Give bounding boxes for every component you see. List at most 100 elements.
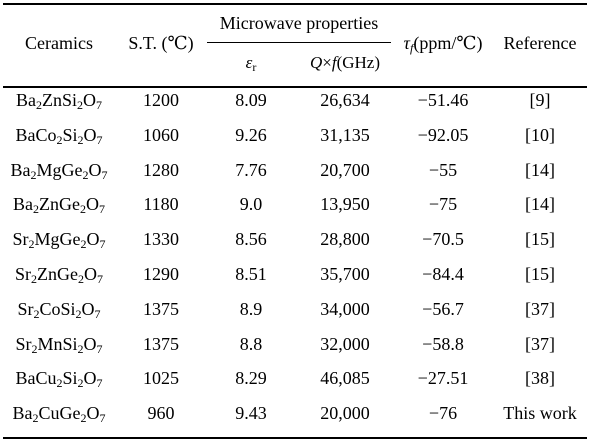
cell-permittivity: 8.9	[239, 299, 263, 319]
cell-ceramics: BaCu2Si2O7	[0, 367, 118, 389]
formula-subscript: 2	[31, 272, 38, 286]
cell-sintering-temperature: 1330	[143, 229, 179, 249]
header-sintering-temperature: S.T. (℃)	[128, 33, 194, 53]
cell-ceramics: Ba2ZnGe2O7	[0, 193, 118, 215]
formula-part: MnSi	[37, 334, 78, 354]
cell-tau-f: −58.8	[422, 334, 464, 354]
formula-part: MgGe	[36, 160, 83, 180]
formula-part: O	[83, 368, 97, 388]
tau-unit: (ppm/℃)	[413, 33, 483, 53]
cell-ceramics: Ba2CuGe2O7	[0, 402, 118, 424]
cell-sintering-temperature: 1060	[143, 125, 179, 145]
header-bottom-rule	[3, 86, 587, 88]
formula-subscript: 7	[96, 376, 103, 390]
formula-part: ZnSi	[41, 90, 77, 110]
header-permittivity: εr	[206, 52, 296, 74]
formula-subscript: 2	[56, 376, 63, 390]
formula-part: BaCu	[15, 368, 57, 388]
formula-subscript: 7	[98, 202, 105, 216]
formula-part: Sr	[12, 229, 29, 249]
cell-ceramics: Sr2ZnGe2O7	[0, 263, 118, 285]
cell-permittivity: 9.0	[239, 194, 263, 214]
formula-subscript: 7	[99, 237, 106, 251]
formula-subscript: 7	[101, 168, 108, 182]
cell-sintering-temperature: 1375	[143, 334, 179, 354]
cell-tau-f: −51.46	[417, 90, 469, 110]
cell-reference: [14]	[525, 160, 555, 180]
cell-permittivity: 8.09	[235, 90, 267, 110]
cell-qf: 13,950	[320, 194, 370, 214]
cell-tau-f: −84.4	[422, 264, 464, 284]
cell-sintering-temperature: 1280	[143, 160, 179, 180]
cell-tau-f: −56.7	[422, 299, 464, 319]
formula-subscript: 2	[78, 272, 84, 286]
header-ceramics: Ceramics	[25, 33, 93, 53]
formula-subscript: 2	[30, 168, 37, 182]
formula-subscript: 2	[33, 202, 39, 216]
cell-permittivity: 8.56	[235, 229, 267, 249]
formula-subscript: 7	[96, 133, 103, 147]
cell-qf: 28,800	[320, 229, 370, 249]
formula-part: ZnGe	[37, 264, 78, 284]
formula-subscript: 2	[33, 307, 40, 321]
cell-qf: 20,000	[320, 403, 370, 423]
header-qf: Q×f(GHz)	[296, 52, 394, 74]
formula-part: O	[83, 125, 97, 145]
formula-part: BaCo	[15, 125, 57, 145]
cell-qf: 32,000	[320, 334, 370, 354]
cell-sintering-temperature: 960	[147, 403, 175, 423]
formula-part: CoSi	[39, 299, 76, 319]
cell-ceramics: Sr2MnSi2O7	[0, 333, 118, 355]
formula-subscript: 2	[79, 202, 86, 216]
formula-part: O	[86, 403, 100, 423]
formula-part: O	[83, 90, 96, 110]
cell-reference: This work	[503, 403, 577, 423]
formula-part: Sr	[17, 299, 34, 319]
cell-ceramics: BaCo2Si2O7	[0, 124, 118, 146]
header-group-rule	[207, 42, 391, 43]
epsilon-subscript: r	[252, 60, 257, 74]
cell-sintering-temperature: 1180	[143, 194, 179, 214]
cell-tau-f: −75	[428, 194, 458, 214]
formula-subscript: 2	[28, 237, 35, 251]
formula-subscript: 2	[80, 237, 87, 251]
tau-symbol: τ	[403, 33, 410, 53]
cell-reference: [10]	[525, 125, 555, 145]
cell-permittivity: 8.8	[239, 334, 263, 354]
formula-subscript: 7	[99, 411, 106, 425]
cell-sintering-temperature: 1025	[143, 368, 179, 388]
formula-part: Sr	[15, 264, 32, 284]
cell-sintering-temperature: 1290	[143, 264, 179, 284]
formula-subscript: 2	[77, 376, 84, 390]
cell-qf: 34,000	[320, 299, 370, 319]
formula-part: O	[88, 160, 102, 180]
cell-tau-f: −70.5	[422, 229, 464, 249]
cell-ceramics: Ba2ZnSi2O7	[0, 89, 118, 111]
formula-subscript: 7	[96, 98, 102, 112]
header-microwave-properties: Microwave properties	[219, 13, 379, 33]
cell-ceramics: Ba2MgGe2O7	[0, 159, 118, 181]
formula-part: O	[83, 334, 97, 354]
cell-reference: [37]	[525, 334, 555, 354]
formula-subscript: 7	[97, 272, 103, 286]
formula-part: O	[81, 299, 95, 319]
cell-permittivity: 7.76	[235, 160, 267, 180]
epsilon-symbol: ε	[245, 53, 253, 72]
formula-part: Si	[62, 125, 78, 145]
formula-subscript: 7	[96, 342, 103, 356]
formula-part: O	[85, 194, 99, 214]
formula-subscript: 2	[82, 168, 89, 182]
cell-qf: 31,135	[320, 125, 370, 145]
qf-times: ×	[322, 53, 332, 72]
cell-qf: 20,700	[320, 160, 370, 180]
cell-permittivity: 8.29	[235, 368, 267, 388]
formula-part: MgGe	[34, 229, 81, 249]
table-bottom-rule	[3, 437, 587, 439]
formula-subscript: 2	[77, 133, 84, 147]
qf-f: f	[331, 53, 337, 72]
cell-qf: 26,634	[320, 90, 370, 110]
formula-part: Ba	[12, 403, 33, 423]
formula-part: O	[84, 264, 97, 284]
header-reference: Reference	[503, 33, 577, 53]
cell-reference: [14]	[525, 194, 555, 214]
